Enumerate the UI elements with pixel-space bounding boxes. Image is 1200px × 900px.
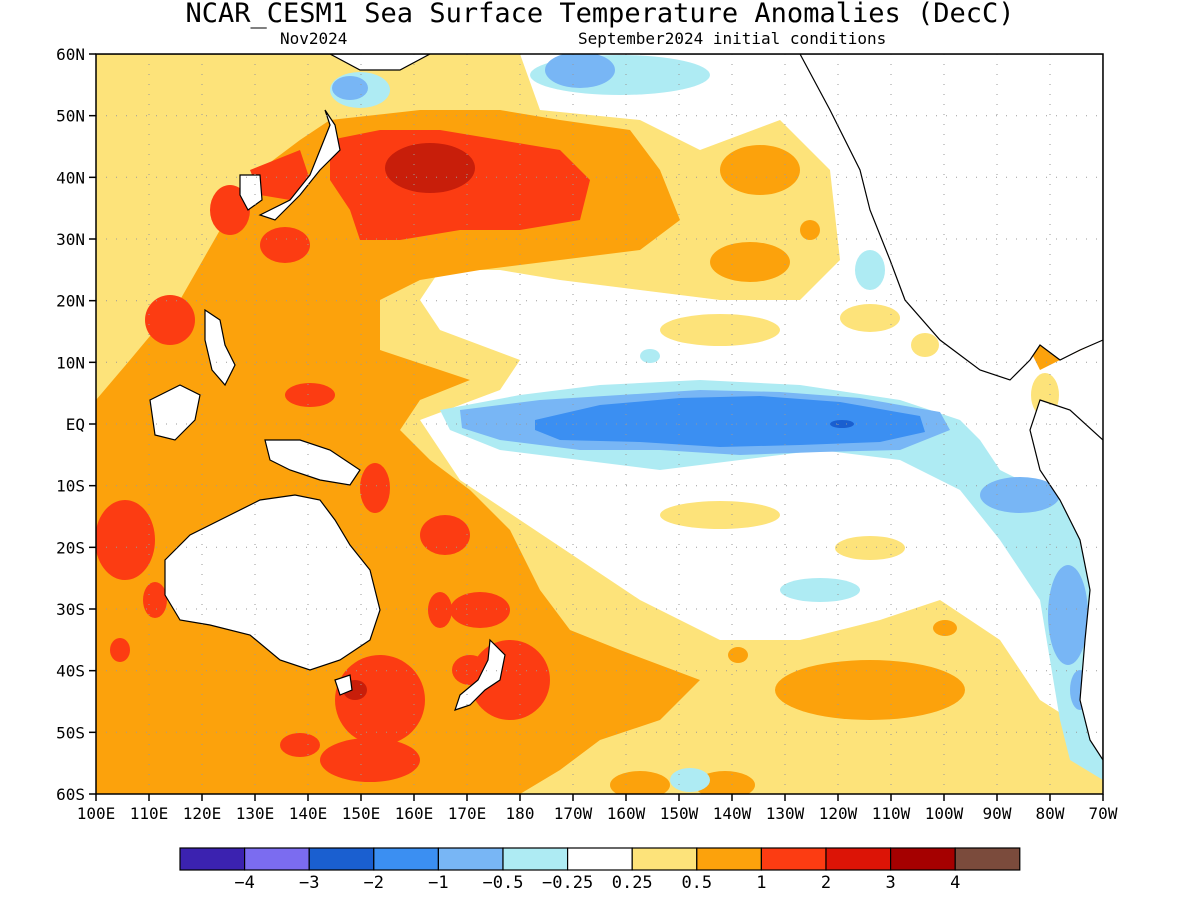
colorbar-swatch (244, 847, 310, 871)
lat-tick-label: 50S (56, 723, 85, 742)
japan-landmass (258, 109, 341, 221)
north-america-landmass (640, 54, 1103, 381)
colorbar-swatch (437, 847, 504, 871)
colorbar-label: −1 (428, 873, 448, 893)
colorbar-label: 0.5 (681, 873, 712, 893)
colorbar-label: −4 (234, 873, 254, 893)
lon-tick-label: 140W (713, 804, 752, 823)
lon-tick-label: 170W (554, 804, 593, 823)
colorbar-swatch (179, 847, 246, 871)
colorbar-swatch (760, 847, 827, 871)
colorbar-swatch (631, 847, 698, 871)
map-panel (96, 54, 1103, 794)
south-america-landmass (1029, 399, 1103, 762)
lat-tick-label: 40S (56, 662, 85, 681)
colorbar-label: 3 (885, 873, 895, 893)
latitude-axis: 60N 50N 40N 30N 20N 10N EQ 10S 20S 30S 40S 50S 60S (56, 45, 96, 804)
lat-tick-label: 10S (56, 477, 85, 496)
anomaly-field-neg1 (535, 396, 925, 447)
lon-tick-label: 120W (819, 804, 858, 823)
new-zealand-landmass (454, 638, 506, 711)
lon-tick-label: 90W (983, 804, 1012, 823)
asia-landmass (96, 54, 431, 71)
forecast-month-label: Nov2024 (280, 29, 347, 48)
anomaly-field-neg2 (830, 420, 854, 428)
new-guinea-landmass (264, 439, 361, 486)
lon-tick-label: 100E (77, 804, 116, 823)
colorbar-label: −2 (364, 873, 384, 893)
colorbar-label: 2 (821, 873, 831, 893)
longitude-axis: 100E 110E 120E 130E 140E 150E 160E 170E 180 170W 1… (77, 794, 1118, 823)
australia-landmass (164, 494, 381, 671)
lon-tick-label: 160E (395, 804, 434, 823)
lat-tick-label: 30S (56, 600, 85, 619)
lat-tick-label: 60N (56, 45, 85, 64)
colorbar-label: 4 (950, 873, 960, 893)
lat-tick-label: 60S (56, 785, 85, 804)
lon-tick-label: 130E (236, 804, 275, 823)
colorbar-label: −0.5 (483, 873, 524, 893)
colorbar-swatch (889, 847, 956, 871)
lon-tick-label: 100W (925, 804, 964, 823)
lat-tick-label: 20N (56, 292, 85, 311)
land-masses (96, 54, 1103, 762)
philippines-landmass (204, 308, 236, 387)
lon-tick-label: 150W (660, 804, 699, 823)
lat-tick-label: 50N (56, 107, 85, 126)
colorbar-label: 1 (756, 873, 766, 893)
colorbar-swatch (566, 847, 633, 871)
tasmania-landmass (334, 674, 353, 696)
lon-tick-label: 80W (1036, 804, 1065, 823)
colorbar: −4 −3 −2 −1 −0.5 −0.25 0.25 0.5 1 2 3 4 (179, 847, 1021, 893)
lon-tick-label: 160W (607, 804, 646, 823)
lat-tick-label: 20S (56, 538, 85, 557)
lat-tick-label: EQ (66, 415, 85, 434)
colorbar-swatch (696, 847, 762, 871)
map-title: NCAR_CESM1 Sea Surface Temperature Anoma… (185, 0, 1014, 29)
lon-tick-label: 170E (448, 804, 487, 823)
lon-tick-label: 110W (872, 804, 911, 823)
colorbar-label: −0.25 (542, 873, 593, 893)
colorbar-swatch (502, 847, 569, 871)
lon-tick-label: 180 (506, 804, 535, 823)
lat-tick-label: 40N (56, 168, 85, 187)
lon-tick-label: 120E (183, 804, 222, 823)
lon-tick-label: 130W (766, 804, 805, 823)
lon-tick-label: 140E (289, 804, 328, 823)
lon-tick-label: 150E (342, 804, 381, 823)
lat-tick-label: 30N (56, 230, 85, 249)
initial-conditions-label: September2024 initial conditions (578, 29, 886, 48)
colorbar-swatch (825, 847, 892, 871)
lat-tick-label: 10N (56, 353, 85, 372)
map-gridlines (96, 54, 1103, 794)
colorbar-label: −3 (299, 873, 319, 893)
colorbar-swatch (373, 847, 439, 871)
borneo-landmass (149, 384, 201, 441)
colorbar-swatch (954, 847, 1021, 871)
lon-tick-label: 110E (130, 804, 169, 823)
lon-tick-label: 70W (1089, 804, 1118, 823)
colorbar-swatch (308, 847, 375, 871)
colorbar-label: 0.25 (612, 873, 653, 893)
